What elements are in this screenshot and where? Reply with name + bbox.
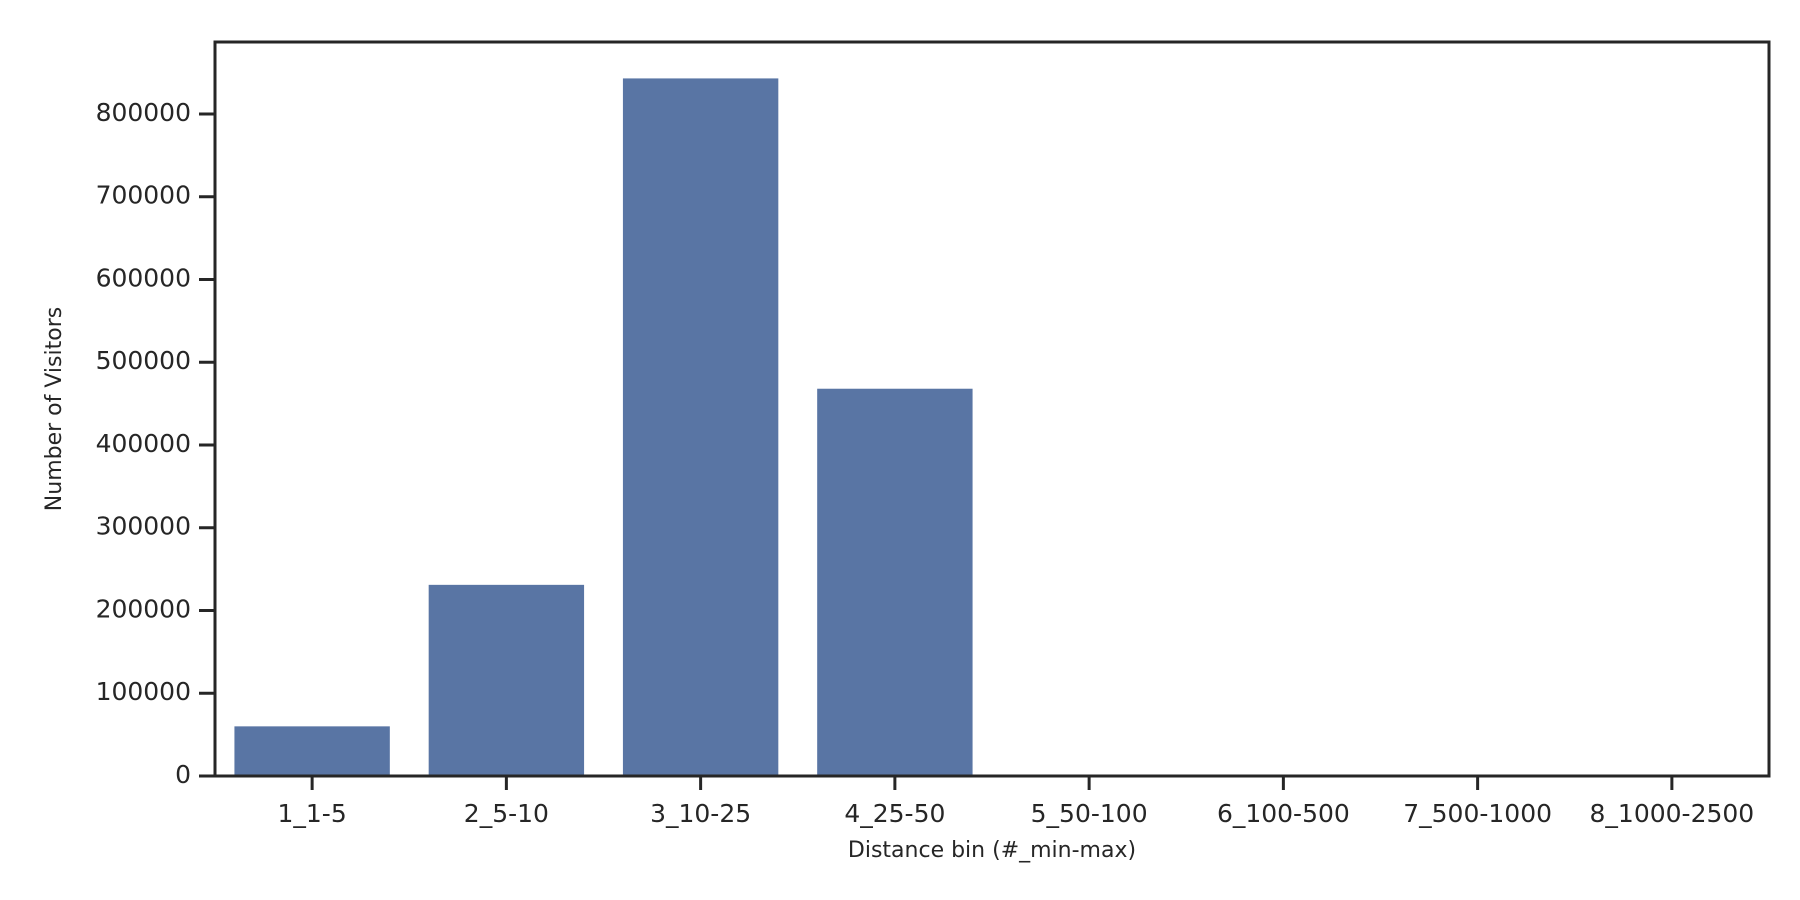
y-tick-label: 700000 <box>96 181 191 210</box>
x-tick-label: 5_50-100 <box>1031 799 1148 828</box>
y-tick-label: 100000 <box>96 677 191 706</box>
x-axis-label: Distance bin (#_min-max) <box>848 838 1136 863</box>
bar <box>622 78 779 776</box>
y-tick-label: 800000 <box>96 98 191 127</box>
x-tick-label: 8_1000-2500 <box>1590 799 1755 828</box>
x-tick-label: 7_500-1000 <box>1403 799 1552 828</box>
x-tick-label: 6_100-500 <box>1217 799 1350 828</box>
y-tick-label: 500000 <box>96 346 191 375</box>
x-tick-label: 1_1-5 <box>278 799 347 828</box>
y-tick-label: 0 <box>175 760 191 789</box>
bar <box>234 726 390 776</box>
plot-frame <box>213 40 1771 778</box>
x-tick-label: 4_25-50 <box>844 799 945 828</box>
bar <box>428 584 585 776</box>
x-tick-label: 2_5-10 <box>464 799 549 828</box>
y-tick-label: 600000 <box>96 263 191 292</box>
y-tick-label: 300000 <box>96 512 191 541</box>
bar <box>817 388 973 776</box>
y-tick-label: 400000 <box>96 429 191 458</box>
y-tick-label: 200000 <box>96 594 191 623</box>
x-tick-label: 3_10-25 <box>650 799 751 828</box>
y-axis-label: Number of Visitors <box>42 307 67 511</box>
